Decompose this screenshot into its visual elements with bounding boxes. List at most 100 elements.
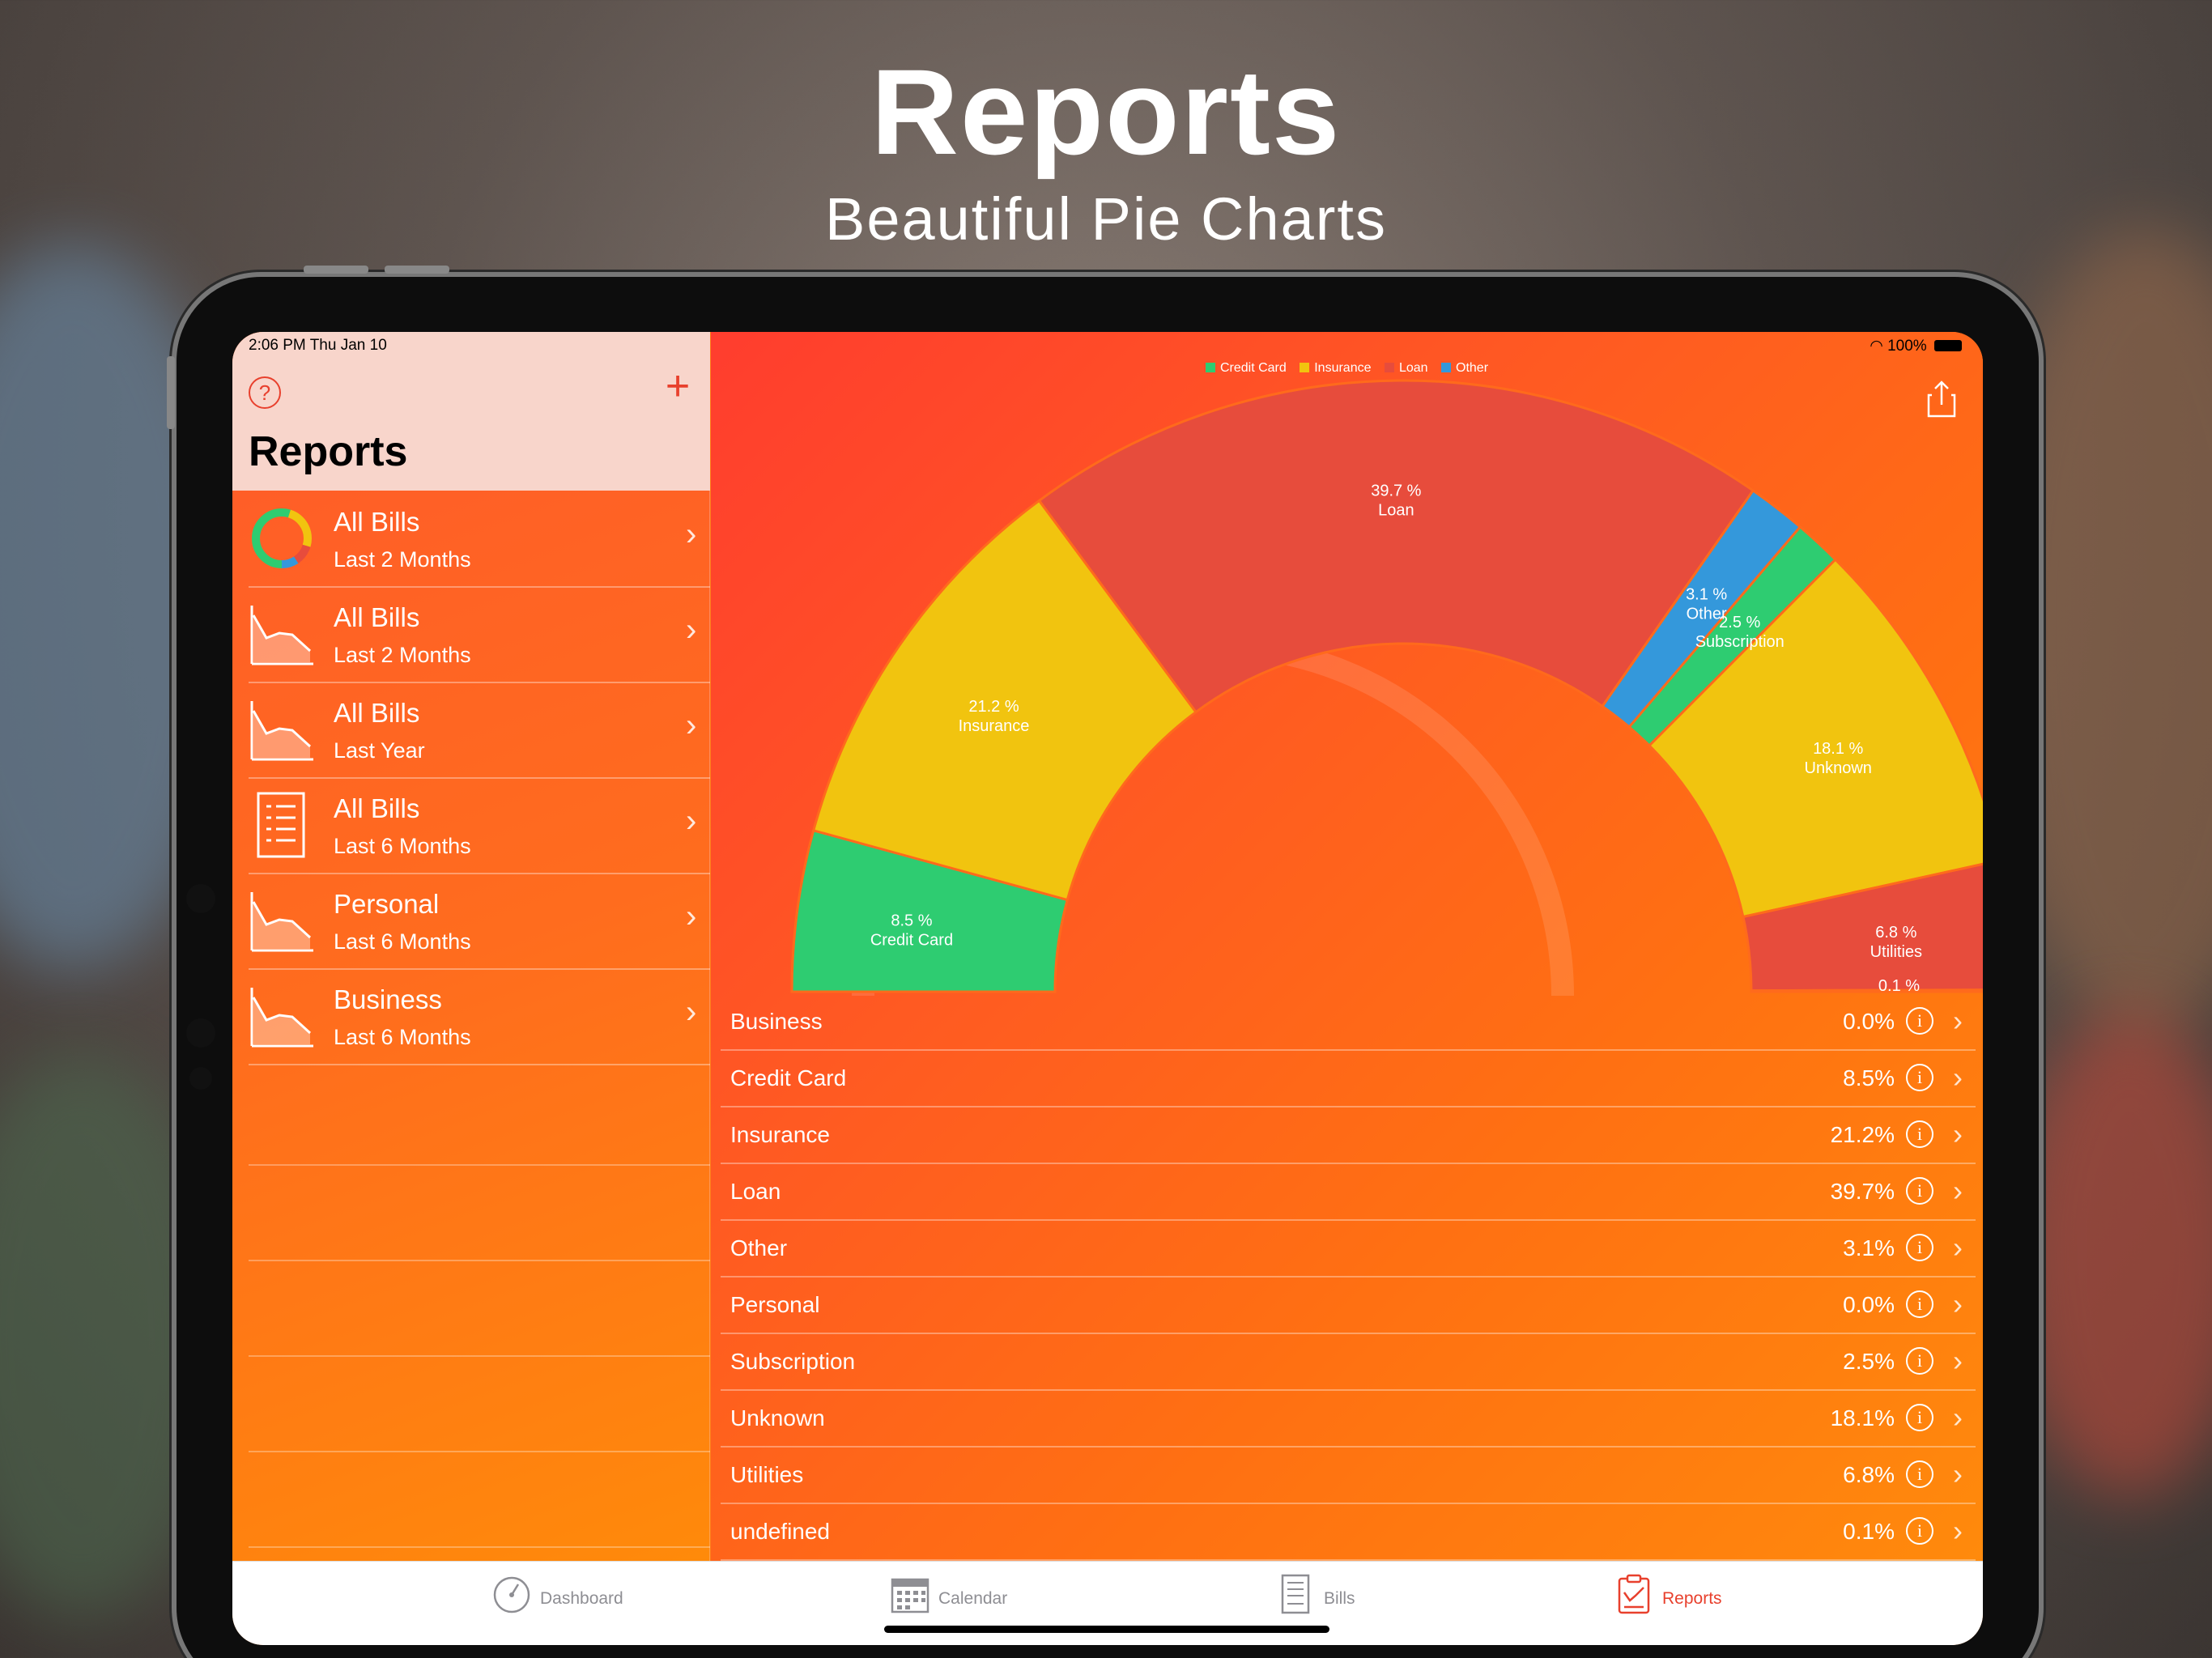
category-percent: 39.7% [1830,1179,1895,1204]
report-item-name: All Bills [334,793,420,823]
chevron-right-icon: › [1953,1344,1963,1377]
sensor [186,1018,215,1048]
screen: 2:06 PM Thu Jan 10 ? + Reports All Bills… [232,332,1983,1645]
category-name: Unknown [730,1405,825,1431]
plus-icon[interactable]: + [665,363,691,410]
category-percent: 0.0% [1843,1009,1895,1034]
category-row[interactable]: Personal 0.0% i › [721,1278,1976,1334]
report-item-all-bills-year[interactable]: All Bills Last Year › [249,683,710,779]
legend-item: Other [1441,361,1488,376]
category-percent: 0.0% [1843,1292,1895,1317]
line-chart-icon [250,606,313,665]
pie-slice [1742,862,1983,993]
chevron-right-icon: › [686,612,697,648]
half-donut-chart: 8.5 % Credit Card 21.2 %Insurance 39.7 % Loa… [790,379,1983,997]
category-name: Loan [730,1179,781,1204]
chevron-right-icon: › [1953,1004,1963,1037]
reports-icon [1618,1574,1650,1614]
category-row[interactable]: Business 0.0% i › [721,994,1976,1051]
category-row[interactable]: undefined 0.1% i › [721,1504,1976,1561]
status-time: 2:06 PM Thu Jan 10 [249,337,387,354]
pie-slice-name: Unknown [1805,759,1872,777]
info-icon[interactable]: i [1906,1234,1933,1261]
share-icon[interactable] [1925,379,1958,419]
category-row[interactable]: Unknown 18.1% i › [721,1391,1976,1448]
category-row[interactable]: Subscription 2.5% i › [721,1334,1976,1391]
help-circle-icon[interactable]: ? [249,376,281,409]
battery-icon [1934,340,1962,351]
legend-label: Insurance [1314,361,1372,375]
legend-item: Loan [1384,361,1428,376]
report-item-business[interactable]: Business Last 6 Months › [249,970,710,1065]
report-item-period: Last 6 Months [334,834,471,858]
calendar-icon [891,1578,929,1613]
line-chart-icon [250,701,313,761]
pie-slice-value: 2.5 % [1719,614,1760,631]
info-icon[interactable]: i [1906,1460,1933,1488]
info-icon[interactable]: i [1906,1290,1933,1318]
chevron-right-icon: › [686,994,697,1030]
pie-slice-value: 0.1 % [1878,977,1920,995]
empty-row-divider [249,1546,710,1548]
category-name: Credit Card [730,1065,847,1090]
report-item-period: Last 6 Months [334,1025,471,1049]
pie-slice-name: Utilities [1870,943,1922,961]
category-percent: 6.8% [1843,1462,1895,1487]
chevron-right-icon: › [686,708,697,743]
hardware-button [385,266,449,274]
chevron-right-icon: › [1953,1287,1963,1320]
info-icon[interactable]: i [1906,1347,1933,1375]
pie-slice-name: Loan [1378,502,1414,520]
line-chart-icon [250,988,313,1048]
legend-item: Insurance [1300,361,1372,376]
category-name: Other [730,1235,788,1261]
category-row[interactable]: Credit Card 8.5% i › [721,1051,1976,1107]
report-item-personal[interactable]: Personal Last 6 Months › [249,874,710,970]
report-item-period: Last Year [334,738,425,763]
info-icon[interactable]: i [1906,1007,1933,1035]
pie-slice [1037,379,1755,714]
info-icon[interactable]: i [1906,1064,1933,1091]
list-icon [257,792,305,858]
sidebar-header: 2:06 PM Thu Jan 10 ? + Reports [232,332,710,491]
report-item-all-bills-list[interactable]: All Bills Last 6 Months › [249,779,710,874]
report-item-name: Business [334,984,442,1014]
category-name: Insurance [730,1122,830,1147]
tab-label: Reports [1662,1589,1722,1608]
info-icon[interactable]: i [1906,1517,1933,1545]
empty-row-divider [249,1260,710,1261]
pie-slice-name: Other [1687,605,1727,623]
donut-chart-icon [252,508,312,568]
info-icon[interactable]: i [1906,1120,1933,1148]
report-detail: ◠ 100% Credit Card Insurance Loan Other … [711,332,1983,1561]
category-percent: 3.1% [1843,1235,1895,1261]
report-item-period: Last 6 Months [334,929,471,954]
pie-slice [811,499,1198,902]
home-indicator [884,1626,1329,1633]
report-item-all-bills-line[interactable]: All Bills Last 2 Months › [249,588,710,683]
category-row[interactable]: Utilities 6.8% i › [721,1448,1976,1504]
report-item-all-bills-donut[interactable]: All Bills Last 2 Months › [249,492,710,588]
tab-label: Calendar [938,1589,1008,1608]
battery-percent: 100% [1887,338,1927,355]
info-icon[interactable]: i [1906,1177,1933,1205]
category-row[interactable]: Other 3.1% i › [721,1221,1976,1278]
sidebar-title: Reports [249,428,408,475]
chevron-right-icon: › [1953,1061,1963,1094]
report-item-period: Last 2 Months [334,547,471,572]
pie-slice-value: 39.7 % [1371,483,1421,500]
category-percent: 2.5% [1843,1349,1895,1374]
hardware-button [304,266,368,274]
category-name: Subscription [730,1349,856,1374]
category-row[interactable]: Loan 39.7% i › [721,1164,1976,1221]
chevron-right-icon: › [1953,1117,1963,1150]
info-icon[interactable]: i [1906,1404,1933,1431]
pie-slice-name: Subscription [1695,633,1784,651]
category-row[interactable]: Insurance 21.2% i › [721,1107,1976,1164]
hardware-button [167,356,175,429]
chevron-right-icon: › [686,899,697,934]
chevron-right-icon: › [1953,1174,1963,1207]
category-percent: 21.2% [1830,1122,1895,1147]
pie-slice-value: 6.8 % [1875,924,1916,942]
category-percent: 8.5% [1843,1065,1895,1090]
